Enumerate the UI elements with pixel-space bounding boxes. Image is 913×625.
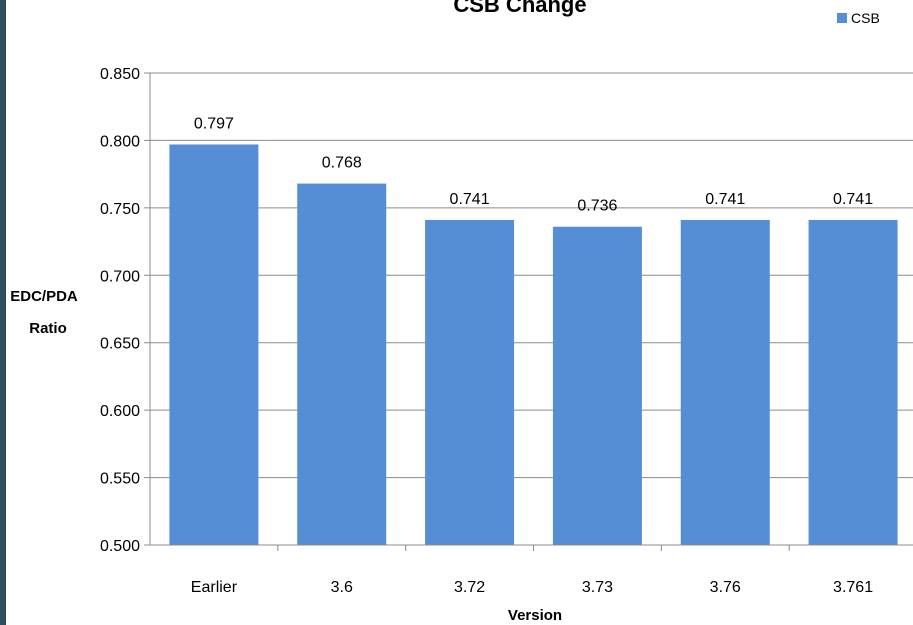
y-tick-label: 0.800: [100, 133, 140, 150]
axes: [144, 72, 913, 551]
y-tick-label: 0.750: [100, 201, 140, 218]
x-category-label: 3.761: [833, 579, 873, 596]
bar-3.76: [680, 219, 770, 545]
y-axis-title-line-2: Ratio: [29, 320, 67, 337]
x-category-label: 3.73: [582, 579, 613, 596]
bar-3.73: [552, 226, 642, 546]
bar-Earlier: [169, 144, 259, 545]
y-axis-title-line-1: EDC/PDA: [10, 288, 78, 305]
x-category-label: Earlier: [191, 579, 238, 596]
x-category-label: 3.72: [454, 579, 485, 596]
chart-title: CSB Change: [453, 0, 586, 17]
x-axis-title: Version: [508, 607, 562, 624]
left-edge-strip: [0, 0, 6, 625]
y-tick-label: 0.550: [100, 471, 140, 488]
labels: 0.500 0.550 0.600 0.650 0.700 0.750 0.800 0.850…: [100, 66, 873, 596]
x-category-label: 3.6: [331, 579, 353, 596]
data-label: 0.797: [194, 115, 234, 132]
legend-label: CSB: [851, 10, 880, 26]
data-label: 0.768: [322, 155, 362, 172]
legend-swatch: [837, 13, 847, 23]
y-tick-label: 0.600: [100, 403, 140, 420]
y-tick-label: 0.700: [100, 268, 140, 285]
data-label: 0.741: [450, 191, 490, 208]
bar-3.761: [808, 219, 898, 545]
data-label: 0.741: [705, 191, 745, 208]
x-category-label: 3.76: [710, 579, 741, 596]
gridlines: [150, 72, 913, 479]
y-tick-label: 0.650: [100, 336, 140, 353]
data-label: 0.736: [577, 198, 617, 215]
data-label: 0.741: [833, 191, 873, 208]
bar-3.72: [425, 219, 515, 545]
y-tick-label: 0.850: [100, 66, 140, 83]
legend: CSB: [837, 10, 880, 26]
bar-3.6: [297, 183, 387, 545]
y-tick-label: 0.500: [100, 538, 140, 555]
bars: [169, 144, 898, 546]
